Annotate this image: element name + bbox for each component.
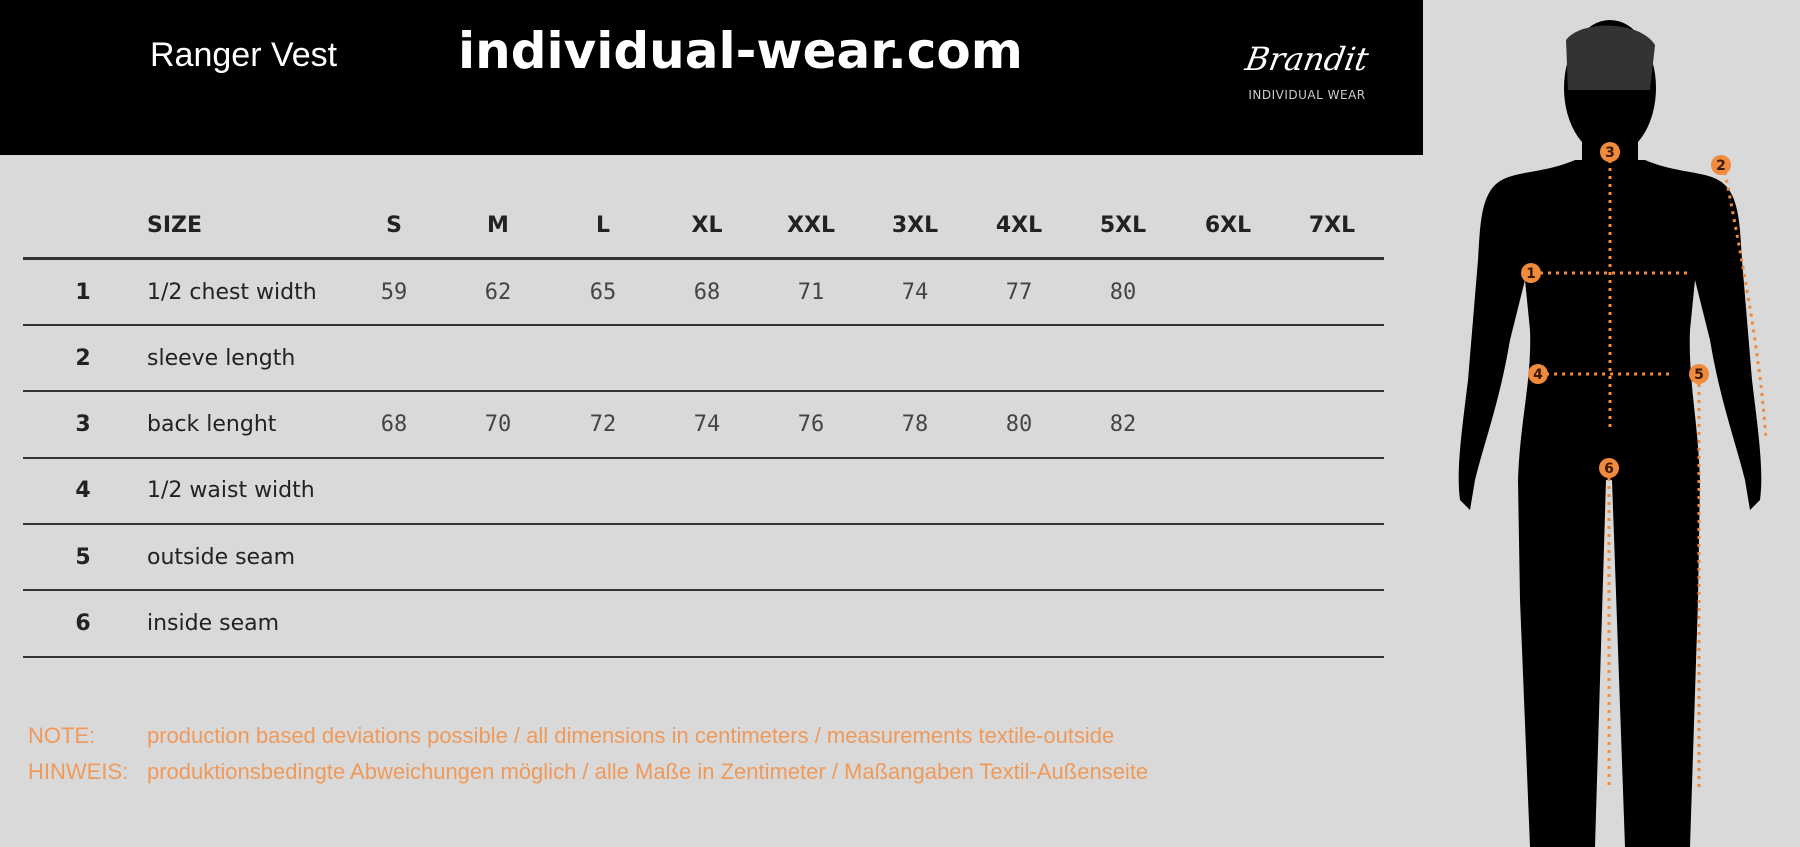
size-column-header: L <box>595 213 611 238</box>
row-label: 1/2 chest width <box>147 279 317 305</box>
cell-value: 80 <box>1109 279 1137 305</box>
table-row: 5 outside seam <box>23 525 1384 592</box>
cell-value: 74 <box>693 412 721 438</box>
row-number: 4 <box>75 478 91 504</box>
size-column-header: 4XL <box>995 213 1043 238</box>
row-label: 1/2 waist width <box>147 478 315 504</box>
site-name: individual-wear.com <box>458 22 1023 80</box>
measurement-lines <box>1540 160 1768 790</box>
marker-5: 5 <box>1689 364 1709 384</box>
size-column-header: S <box>386 213 402 238</box>
marker-label: 6 <box>1604 461 1614 477</box>
cell-value: 74 <box>901 279 929 305</box>
size-column-header: M <box>487 213 509 238</box>
cell-value: 70 <box>484 412 512 438</box>
note-key: NOTE: <box>28 723 96 748</box>
marker-4: 4 <box>1528 364 1548 384</box>
note-en: NOTE: production based deviations possibl… <box>28 723 1114 749</box>
marker-6: 6 <box>1599 458 1619 478</box>
row-number: 5 <box>75 544 91 570</box>
marker-2: 2 <box>1711 155 1731 175</box>
row-number: 1 <box>75 279 91 305</box>
table-row: 3 back lenght 68 70 72 74 76 78 80 82 <box>23 393 1384 459</box>
size-column-header: 7XL <box>1308 213 1356 238</box>
cell-value: 65 <box>589 279 617 305</box>
cell-value: 80 <box>1005 412 1033 438</box>
marker-3: 3 <box>1600 142 1620 162</box>
cell-value: 77 <box>1005 279 1033 305</box>
header-banner: Ranger Vest individual-wear.com Brandit … <box>0 0 1423 155</box>
marker-label: 2 <box>1716 158 1726 174</box>
marker-label: 5 <box>1694 367 1704 383</box>
logo-subtitle: INDIVIDUAL WEAR <box>1248 88 1366 102</box>
marker-label: 3 <box>1605 145 1615 161</box>
cell-value: 72 <box>589 412 617 438</box>
cell-value: 68 <box>693 279 721 305</box>
cell-value: 68 <box>380 412 408 438</box>
note-de: HINWEIS: produktionsbedingte Abweichungen… <box>28 759 1148 785</box>
cell-value: 62 <box>484 279 512 305</box>
table-row: 2 sleeve length <box>23 326 1384 393</box>
size-column-header: 6XL <box>1204 213 1252 238</box>
size-column-header: XXL <box>787 213 835 238</box>
cell-value: 76 <box>797 412 825 438</box>
size-header-label: SIZE <box>147 213 203 238</box>
marker-label: 1 <box>1526 266 1536 282</box>
marker-1: 1 <box>1521 263 1541 283</box>
note-key: HINWEIS: <box>28 759 129 784</box>
size-column-header: 3XL <box>891 213 939 238</box>
note-text: production based deviations possible / a… <box>147 723 1115 748</box>
note-text: produktionsbedingte Abweichungen möglich… <box>147 759 1149 784</box>
row-label: outside seam <box>147 544 296 570</box>
hair <box>1566 25 1655 90</box>
size-column-header: 5XL <box>1099 213 1147 238</box>
cell-value: 82 <box>1109 412 1137 438</box>
table-row: 6 inside seam <box>23 592 1384 658</box>
cell-value: 59 <box>380 279 408 305</box>
row-label: inside seam <box>147 611 280 636</box>
size-column-header: XL <box>691 213 723 238</box>
row-number: 2 <box>75 345 91 371</box>
row-number: 6 <box>75 611 91 636</box>
row-label: back lenght <box>147 412 277 438</box>
brand-logo: Brandit INDIVIDUAL WEAR <box>1232 40 1382 102</box>
cell-value: 78 <box>901 412 929 438</box>
table-header-row: SIZE S M L XL XXL 3XL 4XL 5XL 6XL 7XL <box>23 194 1384 260</box>
row-label: sleeve length <box>147 345 296 371</box>
marker-label: 4 <box>1533 367 1543 383</box>
table-row: 4 1/2 waist width <box>23 459 1384 525</box>
product-title: Ranger Vest <box>150 36 338 74</box>
row-number: 3 <box>75 412 91 438</box>
table-row: 1 1/2 chest width 59 62 65 68 71 74 77 80 <box>23 260 1384 326</box>
cell-value: 71 <box>797 279 825 305</box>
